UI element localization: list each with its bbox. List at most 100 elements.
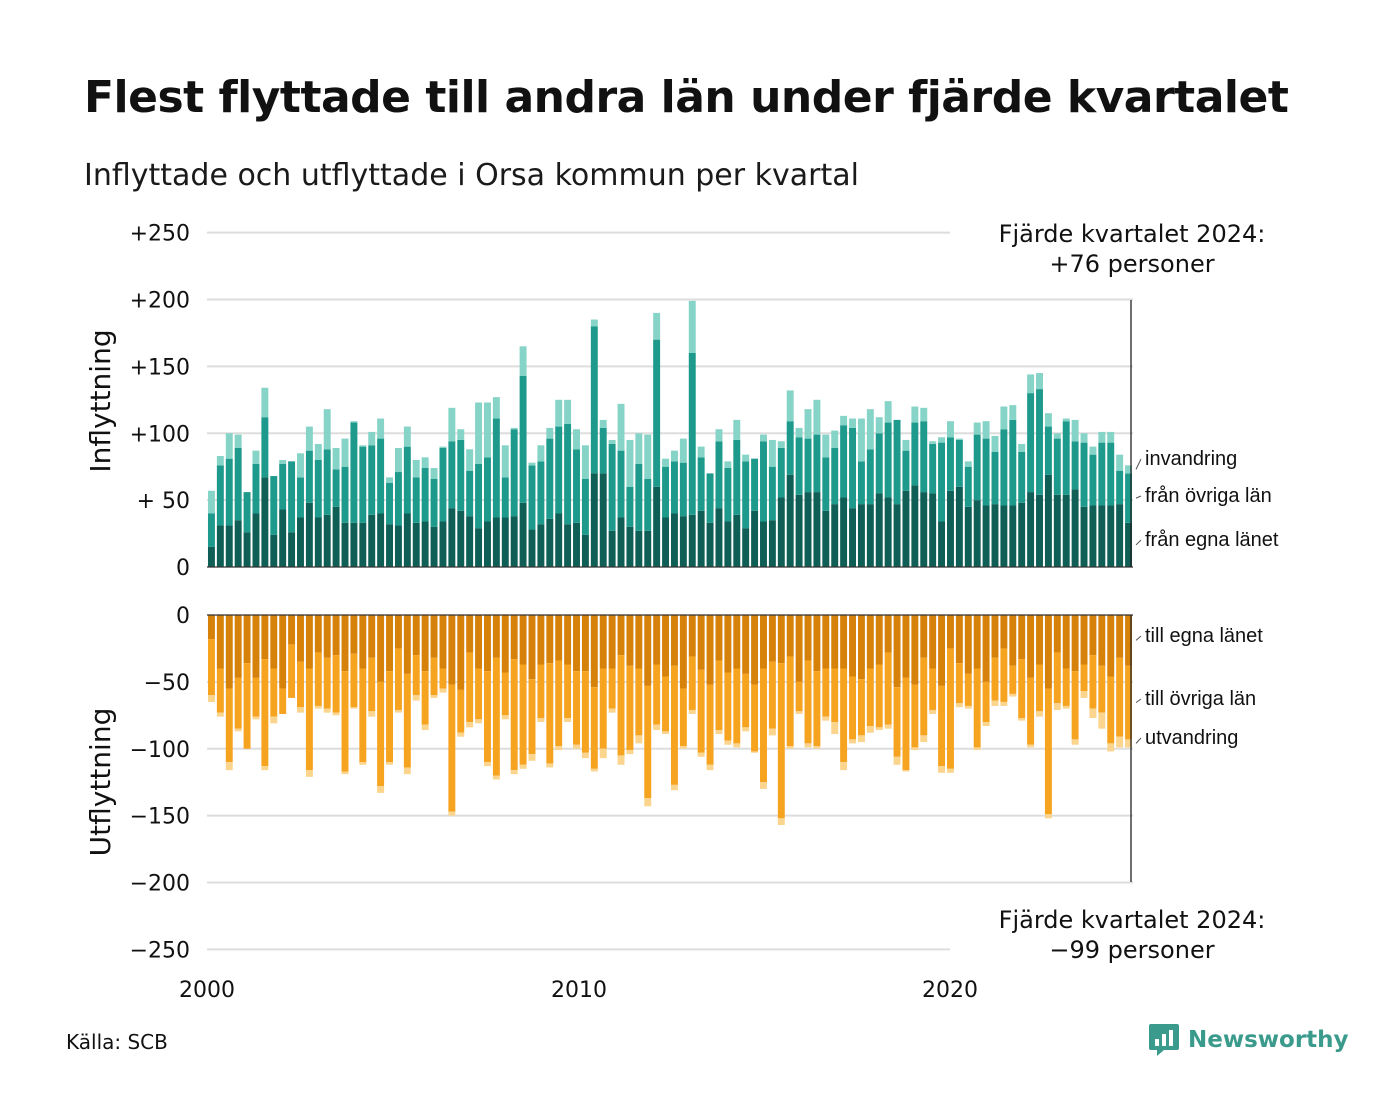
bar-in-segment bbox=[573, 449, 580, 523]
bar-out-segment bbox=[840, 762, 848, 771]
bar-in-segment bbox=[929, 493, 937, 567]
bar-in-segment bbox=[724, 468, 732, 522]
brand-name: Newsworthy bbox=[1188, 1027, 1349, 1053]
bar-in-segment bbox=[1044, 474, 1052, 567]
bar-out-segment bbox=[341, 771, 349, 775]
bar-out-segment bbox=[368, 711, 376, 717]
bar-out-segment bbox=[670, 665, 678, 785]
bar-out-segment bbox=[466, 722, 474, 728]
bar-in-segment bbox=[1000, 505, 1008, 567]
bar-in-segment bbox=[1125, 465, 1133, 474]
bar-out-segment bbox=[225, 688, 233, 763]
bar-in-segment bbox=[688, 514, 696, 567]
bar-out-segment bbox=[501, 615, 509, 673]
bar-in-segment bbox=[573, 522, 580, 567]
bar-out-segment bbox=[902, 770, 910, 772]
bar-in-segment bbox=[644, 530, 652, 567]
bar-in-segment bbox=[1000, 406, 1008, 430]
bar-out-segment bbox=[662, 615, 670, 677]
bar-out-segment bbox=[911, 615, 919, 685]
bar-out-segment bbox=[252, 615, 260, 678]
bar-in-segment bbox=[225, 458, 233, 526]
bar-in-segment bbox=[902, 490, 910, 567]
bar-out-segment bbox=[581, 615, 589, 672]
bar-in-segment bbox=[947, 490, 954, 567]
bar-out-segment bbox=[501, 715, 509, 720]
bar-out-segment bbox=[225, 615, 233, 689]
bar-in-segment bbox=[412, 522, 420, 567]
annotation-bottom-line2: −99 personer bbox=[1049, 936, 1214, 964]
bar-out-segment bbox=[857, 735, 865, 743]
bar-in-segment bbox=[252, 513, 260, 567]
bar-in-segment bbox=[225, 525, 233, 567]
bar-in-segment bbox=[866, 504, 874, 567]
bar-out-segment bbox=[359, 762, 367, 765]
bar-out-segment bbox=[573, 671, 580, 745]
bar-out-segment bbox=[626, 665, 634, 751]
bar-out-segment bbox=[822, 716, 830, 721]
bar-out-segment bbox=[688, 709, 696, 714]
y-tick-label-bottom: −200 bbox=[130, 872, 190, 897]
bar-in-segment bbox=[742, 528, 750, 567]
bar-out-segment bbox=[662, 676, 670, 732]
bar-in-segment bbox=[688, 300, 696, 353]
bar-out-segment bbox=[947, 768, 954, 773]
bar-out-segment bbox=[225, 762, 233, 771]
bar-in-segment bbox=[662, 517, 670, 567]
bar-in-segment bbox=[590, 319, 598, 327]
bar-out-segment bbox=[929, 668, 937, 710]
bar-in-segment bbox=[386, 524, 393, 567]
bar-out-segment bbox=[920, 657, 928, 736]
bar-in-segment bbox=[1089, 446, 1097, 455]
bar-out-segment bbox=[207, 615, 215, 640]
bar-in-segment bbox=[332, 469, 340, 507]
bar-out-segment bbox=[751, 615, 759, 685]
bar-out-segment bbox=[813, 746, 821, 749]
bar-in-segment bbox=[484, 402, 491, 458]
annotation-top-line2: +76 personer bbox=[1049, 250, 1214, 278]
bar-in-segment bbox=[421, 468, 429, 522]
bar-in-segment bbox=[911, 485, 919, 567]
bar-out-segment bbox=[386, 671, 393, 763]
bar-out-segment bbox=[439, 668, 447, 689]
bar-in-segment bbox=[1027, 393, 1035, 493]
bar-in-segment bbox=[261, 477, 269, 567]
bar-out-segment bbox=[804, 660, 812, 744]
bar-out-segment bbox=[724, 615, 732, 673]
bar-out-segment bbox=[840, 668, 848, 763]
bar-in-segment bbox=[546, 427, 554, 439]
bar-in-segment bbox=[733, 419, 741, 440]
bar-out-segment bbox=[893, 687, 901, 757]
bar-out-segment bbox=[1000, 615, 1008, 649]
bar-in-segment bbox=[492, 517, 500, 567]
bar-out-segment bbox=[688, 615, 696, 657]
bars-layer bbox=[207, 300, 1133, 825]
bar-out-segment bbox=[982, 681, 990, 723]
bar-in-segment bbox=[207, 546, 215, 567]
bar-out-segment bbox=[991, 615, 999, 658]
bar-out-segment bbox=[644, 685, 652, 799]
bar-out-segment bbox=[377, 786, 385, 793]
bar-out-segment bbox=[679, 746, 687, 749]
bar-out-segment bbox=[368, 657, 376, 712]
bar-in-segment bbox=[1036, 494, 1043, 567]
bar-out-segment bbox=[697, 669, 705, 753]
bar-in-segment bbox=[359, 445, 367, 447]
bar-out-segment bbox=[938, 685, 946, 767]
bar-in-segment bbox=[314, 443, 322, 460]
bar-out-segment bbox=[795, 711, 803, 714]
bar-out-segment bbox=[466, 652, 474, 722]
bar-out-segment bbox=[421, 724, 429, 731]
bar-in-segment bbox=[457, 429, 465, 440]
bar-out-segment bbox=[929, 709, 937, 714]
bar-in-segment bbox=[377, 418, 385, 439]
bar-in-segment bbox=[804, 409, 812, 439]
bar-out-segment bbox=[1027, 615, 1035, 678]
bar-out-segment bbox=[519, 764, 527, 769]
bar-out-segment bbox=[777, 615, 785, 664]
bar-in-segment bbox=[359, 446, 367, 523]
bar-out-segment bbox=[475, 615, 483, 669]
bar-in-segment bbox=[564, 399, 572, 424]
bar-in-segment bbox=[216, 455, 224, 466]
bar-out-segment bbox=[394, 648, 402, 710]
